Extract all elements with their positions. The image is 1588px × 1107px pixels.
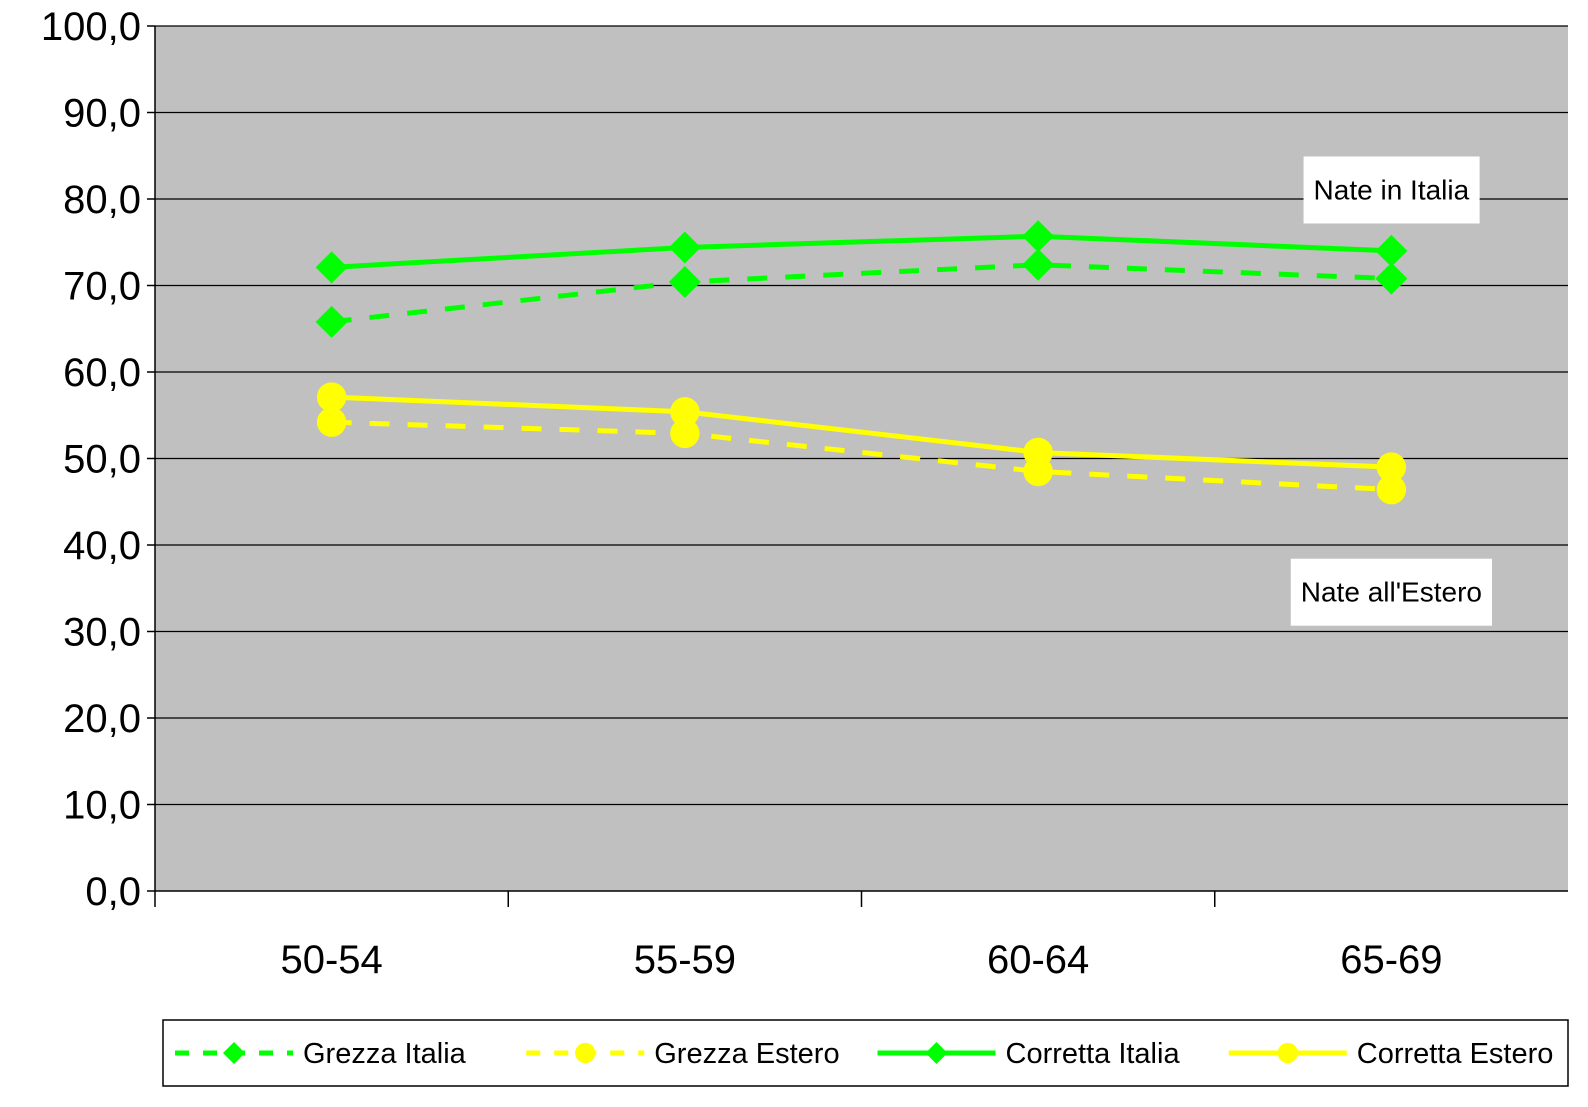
gridlines [155,25,1568,806]
data-point-circle [1023,437,1053,468]
y-tick-label: 0,0 [85,870,141,914]
legend-label: Grezza Estero [654,1038,839,1070]
data-point-diamond [668,266,701,299]
series-line [331,394,1392,470]
y-tick-label: 90,0 [63,92,141,136]
x-tick-label: 55-59 [634,938,736,982]
data-point-circle [1277,1042,1298,1064]
data-point-diamond [315,305,348,338]
axes: 0,0 10,0 20,0 30,0 40,0 50,0 60,0 70,0 80,0 90,0 1… [41,5,1568,982]
data-point-diamond [925,1042,948,1064]
y-tick-label: 100,0 [41,5,141,49]
data-point-diamond [668,231,701,264]
data-point-diamond [1375,262,1408,295]
annotations: Nate in Italia Nate all'Estero [1290,156,1492,626]
series-grezza-italia [315,248,1408,338]
series-line [331,262,1392,325]
annotation-label: Nate all'Estero [1301,577,1482,608]
legend: Grezza Italia Grezza Estero Corretta Itali… [162,1019,1569,1087]
data-point-circle [1376,474,1407,505]
data-point-diamond [1022,248,1055,281]
data-point-diamond [1375,234,1408,267]
data-point-circle [1376,452,1407,482]
legend-item: Grezza Italia [175,1038,467,1070]
annotation-box: Nate in Italia [1303,156,1480,224]
y-tick-label: 70,0 [63,265,141,309]
data-point-diamond [315,251,348,284]
x-tick-label: 65-69 [1340,938,1442,982]
x-tick-label: 60-64 [987,938,1089,982]
y-tick-label: 30,0 [63,611,141,655]
data-point-circle [316,382,347,412]
data-point-circle [575,1042,596,1064]
series-lines [315,220,1408,505]
legend-label: Corretta Estero [1357,1038,1554,1070]
series-corretta-italia [315,220,1408,284]
series-corretta-estero [316,382,1407,482]
y-tick-label: 60,0 [63,351,141,395]
data-point-diamond [223,1042,245,1064]
y-tick-label: 40,0 [63,524,141,568]
legend-item: Grezza Estero [526,1038,840,1070]
series-line [331,419,1392,493]
y-tick-label: 20,0 [63,697,141,741]
legend-item: Corretta Estero [1228,1038,1554,1070]
y-tick-label: 80,0 [63,178,141,222]
series-line [331,233,1392,270]
x-tick-label: 50-54 [280,938,382,982]
data-point-circle [670,418,700,449]
data-point-circle [670,397,700,427]
y-tick-label: 10,0 [63,784,141,828]
annotation-label: Nate in Italia [1314,174,1470,205]
annotation-background [1303,156,1480,224]
legend-label: Grezza Italia [303,1038,467,1070]
data-point-diamond [1022,220,1055,253]
y-tick-label: 50,0 [63,438,141,482]
data-point-circle [316,407,347,437]
legend-label: Corretta Italia [1006,1038,1181,1070]
legend-item: Corretta Italia [877,1038,1181,1070]
series-grezza-estero [316,407,1407,505]
annotation-box: Nate all'Estero [1290,558,1492,626]
annotation-background [1290,558,1492,626]
